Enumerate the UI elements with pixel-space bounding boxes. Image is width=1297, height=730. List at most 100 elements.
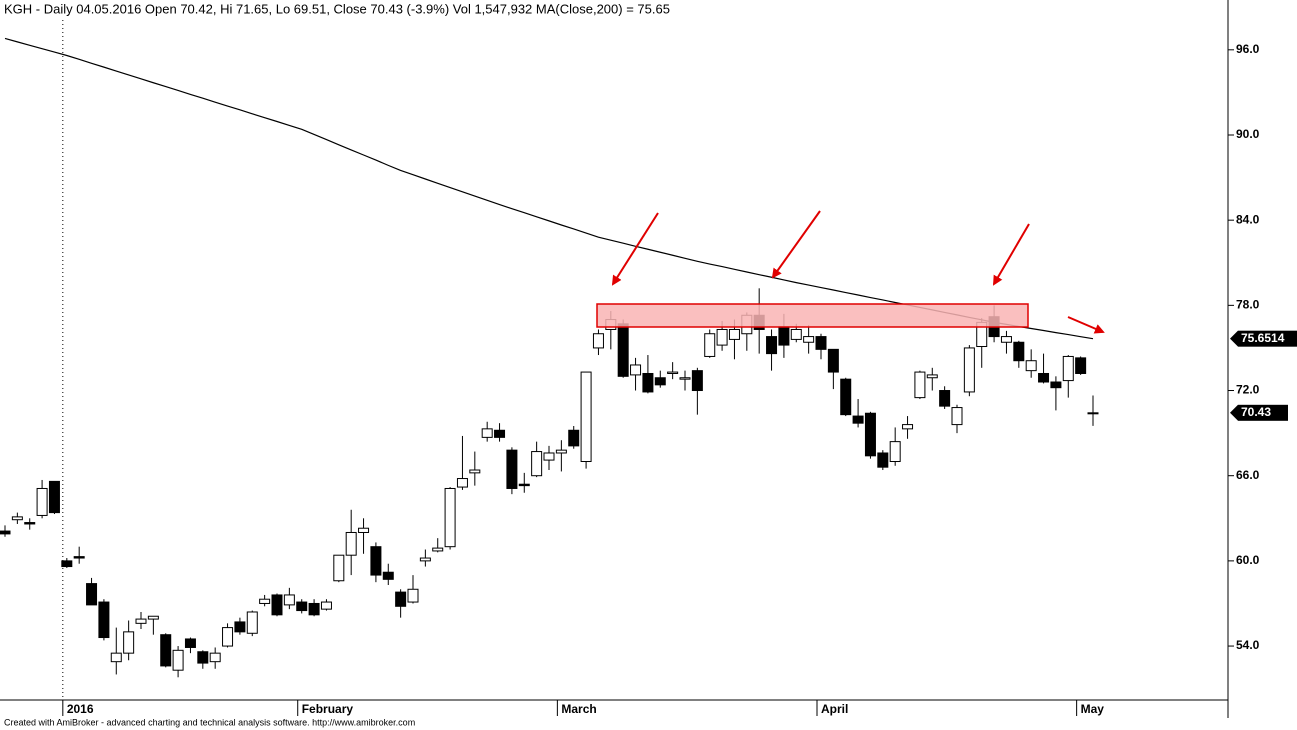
x-tick-label: May: [1081, 702, 1105, 716]
candle-body: [0, 530, 11, 535]
candle-body: [815, 336, 827, 350]
candle-body: [184, 638, 196, 648]
candle-body: [246, 611, 258, 634]
y-tick-label: 96.0: [1236, 42, 1260, 56]
candle-body: [432, 547, 444, 552]
candle-body: [333, 554, 345, 582]
candle-body: [592, 333, 604, 349]
candle-body: [48, 480, 60, 514]
candle-body: [419, 557, 431, 562]
candle-body: [963, 347, 975, 393]
candle-body: [197, 651, 209, 664]
candle-body: [123, 631, 135, 654]
x-tick-label: March: [561, 702, 596, 716]
candle-body: [580, 371, 592, 463]
candle-body: [494, 429, 506, 438]
candle-body: [766, 336, 778, 355]
candle-body: [852, 415, 864, 424]
candle-body: [691, 370, 703, 392]
candle-body: [642, 372, 654, 393]
candle-body: [24, 522, 36, 525]
candle-body: [308, 602, 320, 616]
candle-body: [259, 598, 271, 604]
candle-body: [902, 424, 914, 430]
candle-body: [358, 527, 370, 533]
candle-body: [86, 583, 98, 606]
candle-body: [889, 441, 901, 463]
candle-body: [555, 449, 567, 454]
candle-body: [222, 627, 234, 647]
candle-body: [234, 621, 246, 633]
footer: Created with AmiBroker - advanced charti…: [4, 717, 415, 727]
candle-body: [840, 378, 852, 416]
candle-body: [667, 371, 679, 374]
candle-body: [209, 652, 221, 663]
candle-body: [160, 634, 172, 667]
candle-body: [296, 601, 308, 612]
arrow: [1067, 316, 1105, 334]
y-tick-label: 84.0: [1236, 212, 1260, 226]
candle-body: [939, 390, 951, 407]
candle-body: [679, 377, 691, 380]
ma-last-label: 75.6514: [1241, 331, 1285, 345]
candle-body: [543, 452, 555, 461]
arrow: [992, 223, 1030, 286]
candle-body: [1087, 412, 1099, 415]
candle-body: [1013, 341, 1025, 362]
candle-body: [73, 556, 85, 559]
y-tick-label: 78.0: [1236, 298, 1260, 312]
candle-body: [1000, 336, 1012, 343]
candle-body: [630, 364, 642, 376]
candle-body: [444, 487, 456, 548]
y-tick-label: 90.0: [1236, 127, 1260, 141]
y-tick-label: 66.0: [1236, 468, 1260, 482]
candle-body: [704, 333, 716, 357]
candle-body: [320, 601, 332, 610]
candle-body: [1038, 372, 1050, 383]
x-tick-label: April: [821, 702, 848, 716]
candle-body: [135, 618, 147, 624]
candle-body: [531, 451, 543, 477]
candle-body: [716, 328, 728, 346]
chart-title: KGH - Daily 04.05.2016 Open 70.42, Hi 71…: [4, 1, 670, 16]
candle-body: [1075, 357, 1087, 374]
candle-body: [11, 516, 23, 521]
candle-body: [803, 336, 815, 343]
candle-body: [456, 478, 468, 488]
candle-body: [790, 328, 802, 340]
y-tick-label: 54.0: [1236, 638, 1260, 652]
candle-body: [654, 377, 666, 386]
candle-body: [1050, 381, 1062, 389]
candle-body: [518, 483, 530, 487]
candle-body: [926, 374, 938, 379]
candle-body: [506, 449, 518, 489]
candle-body: [61, 560, 73, 568]
candle-body: [864, 412, 876, 457]
moving-average: [4, 37, 1094, 340]
candle-body: [36, 487, 48, 516]
last-close-label-box: [1238, 404, 1288, 421]
candle-body: [1025, 360, 1037, 372]
candle-body: [382, 571, 394, 580]
candle-body: [481, 428, 493, 438]
candle-body: [407, 588, 419, 603]
candle-body: [271, 594, 283, 616]
x-tick-label: 2016: [67, 702, 94, 716]
x-tick-label: February: [302, 702, 354, 716]
candle-body: [345, 531, 357, 556]
ma-last-label-box: [1238, 330, 1297, 347]
ma-last-label-pointer: [1230, 330, 1238, 347]
candle-body: [951, 407, 963, 426]
last-close-label: 70.43: [1241, 405, 1271, 419]
candle-body: [172, 649, 184, 671]
last-close-label-pointer: [1230, 404, 1238, 421]
y-tick-label: 60.0: [1236, 553, 1260, 567]
y-tick-label: 72.0: [1236, 383, 1260, 397]
arrow: [611, 212, 659, 286]
candle-body: [469, 469, 481, 474]
candle-body: [395, 591, 407, 607]
candle-body: [568, 429, 580, 447]
candle-body: [877, 452, 889, 468]
resistance-zone: [596, 303, 1029, 328]
